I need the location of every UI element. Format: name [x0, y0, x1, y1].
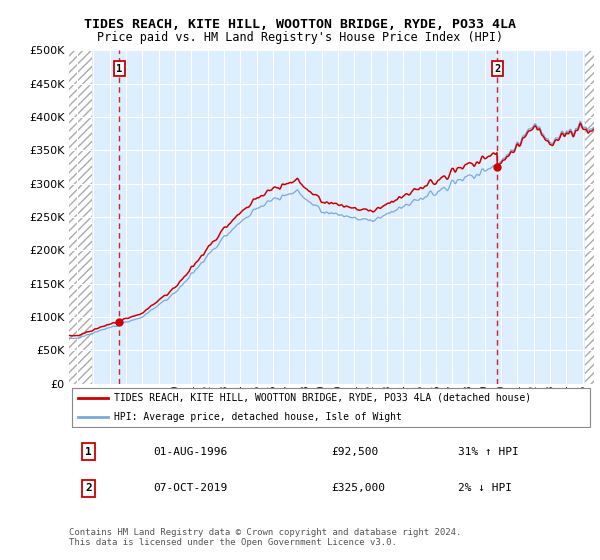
Text: 2% ↓ HPI: 2% ↓ HPI	[458, 483, 511, 493]
Text: 2: 2	[494, 64, 500, 74]
Text: 01-AUG-1996: 01-AUG-1996	[153, 446, 227, 456]
Text: 1: 1	[116, 64, 122, 74]
Text: HPI: Average price, detached house, Isle of Wight: HPI: Average price, detached house, Isle…	[113, 412, 401, 422]
Text: Contains HM Land Registry data © Crown copyright and database right 2024.
This d: Contains HM Land Registry data © Crown c…	[69, 528, 461, 547]
Text: TIDES REACH, KITE HILL, WOOTTON BRIDGE, RYDE, PO33 4LA: TIDES REACH, KITE HILL, WOOTTON BRIDGE, …	[84, 18, 516, 31]
Text: 31% ↑ HPI: 31% ↑ HPI	[458, 446, 518, 456]
Text: 07-OCT-2019: 07-OCT-2019	[153, 483, 227, 493]
Text: TIDES REACH, KITE HILL, WOOTTON BRIDGE, RYDE, PO33 4LA (detached house): TIDES REACH, KITE HILL, WOOTTON BRIDGE, …	[113, 393, 531, 403]
Text: Price paid vs. HM Land Registry's House Price Index (HPI): Price paid vs. HM Land Registry's House …	[97, 31, 503, 44]
Bar	[69, 50, 92, 384]
FancyBboxPatch shape	[71, 388, 590, 427]
Text: 2: 2	[85, 483, 92, 493]
Text: 1: 1	[85, 446, 92, 456]
Text: £325,000: £325,000	[331, 483, 386, 493]
Bar	[586, 50, 594, 384]
Bar	[69, 50, 92, 384]
Bar	[586, 50, 594, 384]
Text: £92,500: £92,500	[331, 446, 379, 456]
